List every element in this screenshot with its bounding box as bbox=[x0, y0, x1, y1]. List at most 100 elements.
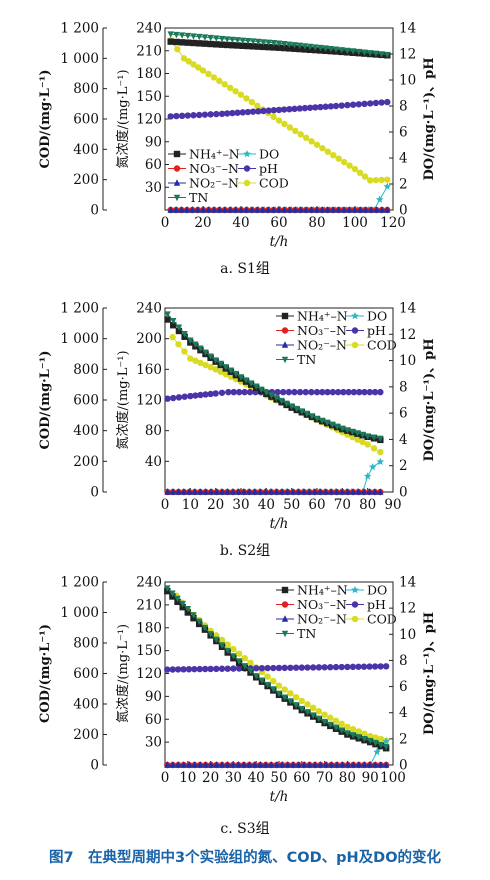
data-point-COD bbox=[224, 641, 231, 648]
data-point-pH bbox=[315, 664, 323, 671]
data-point-pH bbox=[361, 100, 368, 108]
data-point-pH bbox=[292, 664, 300, 671]
legend-marker-DO bbox=[351, 586, 359, 594]
legend-marker-NO2 bbox=[281, 615, 289, 622]
data-point-NH4 bbox=[229, 42, 236, 49]
data-point-COD bbox=[310, 704, 317, 712]
data-point-pH bbox=[349, 101, 357, 108]
data-point-TN bbox=[332, 46, 340, 53]
data-point-COD bbox=[384, 176, 391, 183]
do-tick-label: 8 bbox=[399, 99, 408, 115]
n-tick-label: 240 bbox=[136, 301, 162, 317]
data-point-NO2 bbox=[210, 206, 218, 213]
data-point-TN bbox=[327, 721, 334, 729]
data-point-TN bbox=[364, 433, 371, 440]
data-point-pH bbox=[180, 666, 187, 673]
data-point-NO2 bbox=[278, 761, 286, 768]
data-point-DO bbox=[383, 182, 392, 190]
data-point-pH bbox=[258, 664, 266, 672]
legend-label-pH: pH bbox=[367, 597, 386, 612]
n-tick-label: 200 bbox=[136, 331, 162, 347]
data-point-NH4 bbox=[275, 44, 283, 51]
data-point-TN bbox=[372, 50, 380, 58]
data-point-pH bbox=[366, 388, 373, 396]
do-tick-label: 14 bbox=[399, 21, 416, 37]
data-point-TN bbox=[213, 636, 220, 644]
series-line-TN bbox=[167, 313, 381, 439]
data-point-pH bbox=[235, 665, 243, 672]
data-point-COD bbox=[175, 341, 182, 348]
data-point-TN bbox=[280, 41, 288, 48]
data-point-COD bbox=[287, 690, 294, 697]
data-point-TN bbox=[207, 34, 214, 42]
data-point-pH bbox=[190, 112, 197, 119]
cod-tick-label: 1 000 bbox=[60, 331, 99, 347]
do-tick-label: 14 bbox=[399, 301, 416, 317]
data-point-TN bbox=[174, 595, 181, 603]
data-point-COD bbox=[202, 361, 209, 369]
data-point-COD bbox=[302, 134, 310, 142]
data-point-TN bbox=[235, 658, 243, 665]
data-point-NO2 bbox=[178, 206, 185, 213]
data-point-TN bbox=[222, 364, 229, 371]
cod-tick-label: 1 200 bbox=[60, 301, 99, 317]
legend-label-NH4: NH₄⁺–N bbox=[297, 583, 348, 598]
data-point-NO2 bbox=[218, 488, 226, 495]
data-point-NO2 bbox=[229, 488, 237, 495]
data-point-COD bbox=[275, 117, 283, 124]
data-point-TN bbox=[349, 428, 356, 436]
data-point-pH bbox=[173, 112, 180, 120]
legend-marker-NO3 bbox=[173, 165, 181, 172]
data-point-pH bbox=[360, 663, 368, 670]
data-point-pH bbox=[319, 388, 326, 396]
legend-label-NH4: NH₄⁺–N bbox=[189, 147, 240, 162]
data-point-TN bbox=[344, 47, 351, 55]
do-tick-label: 2 bbox=[399, 177, 408, 193]
data-point-TN bbox=[281, 694, 288, 701]
data-point-pH bbox=[281, 664, 288, 672]
data-point-TN bbox=[247, 380, 255, 387]
data-point-NO2 bbox=[254, 206, 261, 213]
do-tick-label: 8 bbox=[399, 653, 408, 669]
x-tick-label: 10 bbox=[182, 497, 199, 513]
do-tick-label: 0 bbox=[399, 758, 408, 774]
data-point-NO2 bbox=[317, 761, 324, 768]
data-point-pH bbox=[196, 111, 203, 119]
data-point-COD bbox=[187, 355, 194, 362]
data-point-NO2 bbox=[357, 206, 364, 213]
legend-marker-COD bbox=[351, 341, 359, 349]
data-point-NO2 bbox=[189, 206, 196, 213]
data-point-NO2 bbox=[302, 206, 310, 213]
n-tick-label: 120 bbox=[136, 666, 162, 682]
x-tick-label: 20 bbox=[207, 497, 224, 513]
data-point-NO2 bbox=[227, 206, 234, 213]
data-point-NO2 bbox=[361, 761, 368, 768]
data-point-pH bbox=[212, 390, 219, 397]
data-point-COD bbox=[354, 436, 361, 443]
data-point-COD bbox=[372, 176, 380, 184]
data-point-TN bbox=[315, 715, 323, 722]
data-point-NO2 bbox=[224, 488, 231, 495]
do-tick-label: 6 bbox=[399, 406, 408, 422]
data-point-pH bbox=[230, 388, 237, 396]
data-point-NO2 bbox=[207, 761, 215, 768]
data-point-NO2 bbox=[319, 206, 326, 213]
legend-marker-NH4 bbox=[281, 586, 289, 594]
data-point-TN bbox=[169, 590, 176, 597]
data-point-NO2 bbox=[202, 761, 209, 768]
data-point-TN bbox=[361, 735, 368, 743]
series-pH bbox=[164, 663, 390, 673]
data-point-TN bbox=[273, 395, 280, 402]
data-point-TN bbox=[187, 337, 194, 344]
data-point-TN bbox=[275, 690, 283, 698]
data-point-pH bbox=[344, 663, 351, 671]
data-point-COD bbox=[205, 70, 212, 78]
data-point-TN bbox=[359, 431, 366, 439]
data-point-NO2 bbox=[338, 488, 346, 495]
data-point-COD bbox=[355, 728, 362, 735]
data-point-TN bbox=[164, 585, 171, 592]
cod-tick-label: 0 bbox=[90, 485, 99, 501]
data-point-TN bbox=[384, 51, 391, 59]
data-point-pH bbox=[201, 665, 209, 673]
